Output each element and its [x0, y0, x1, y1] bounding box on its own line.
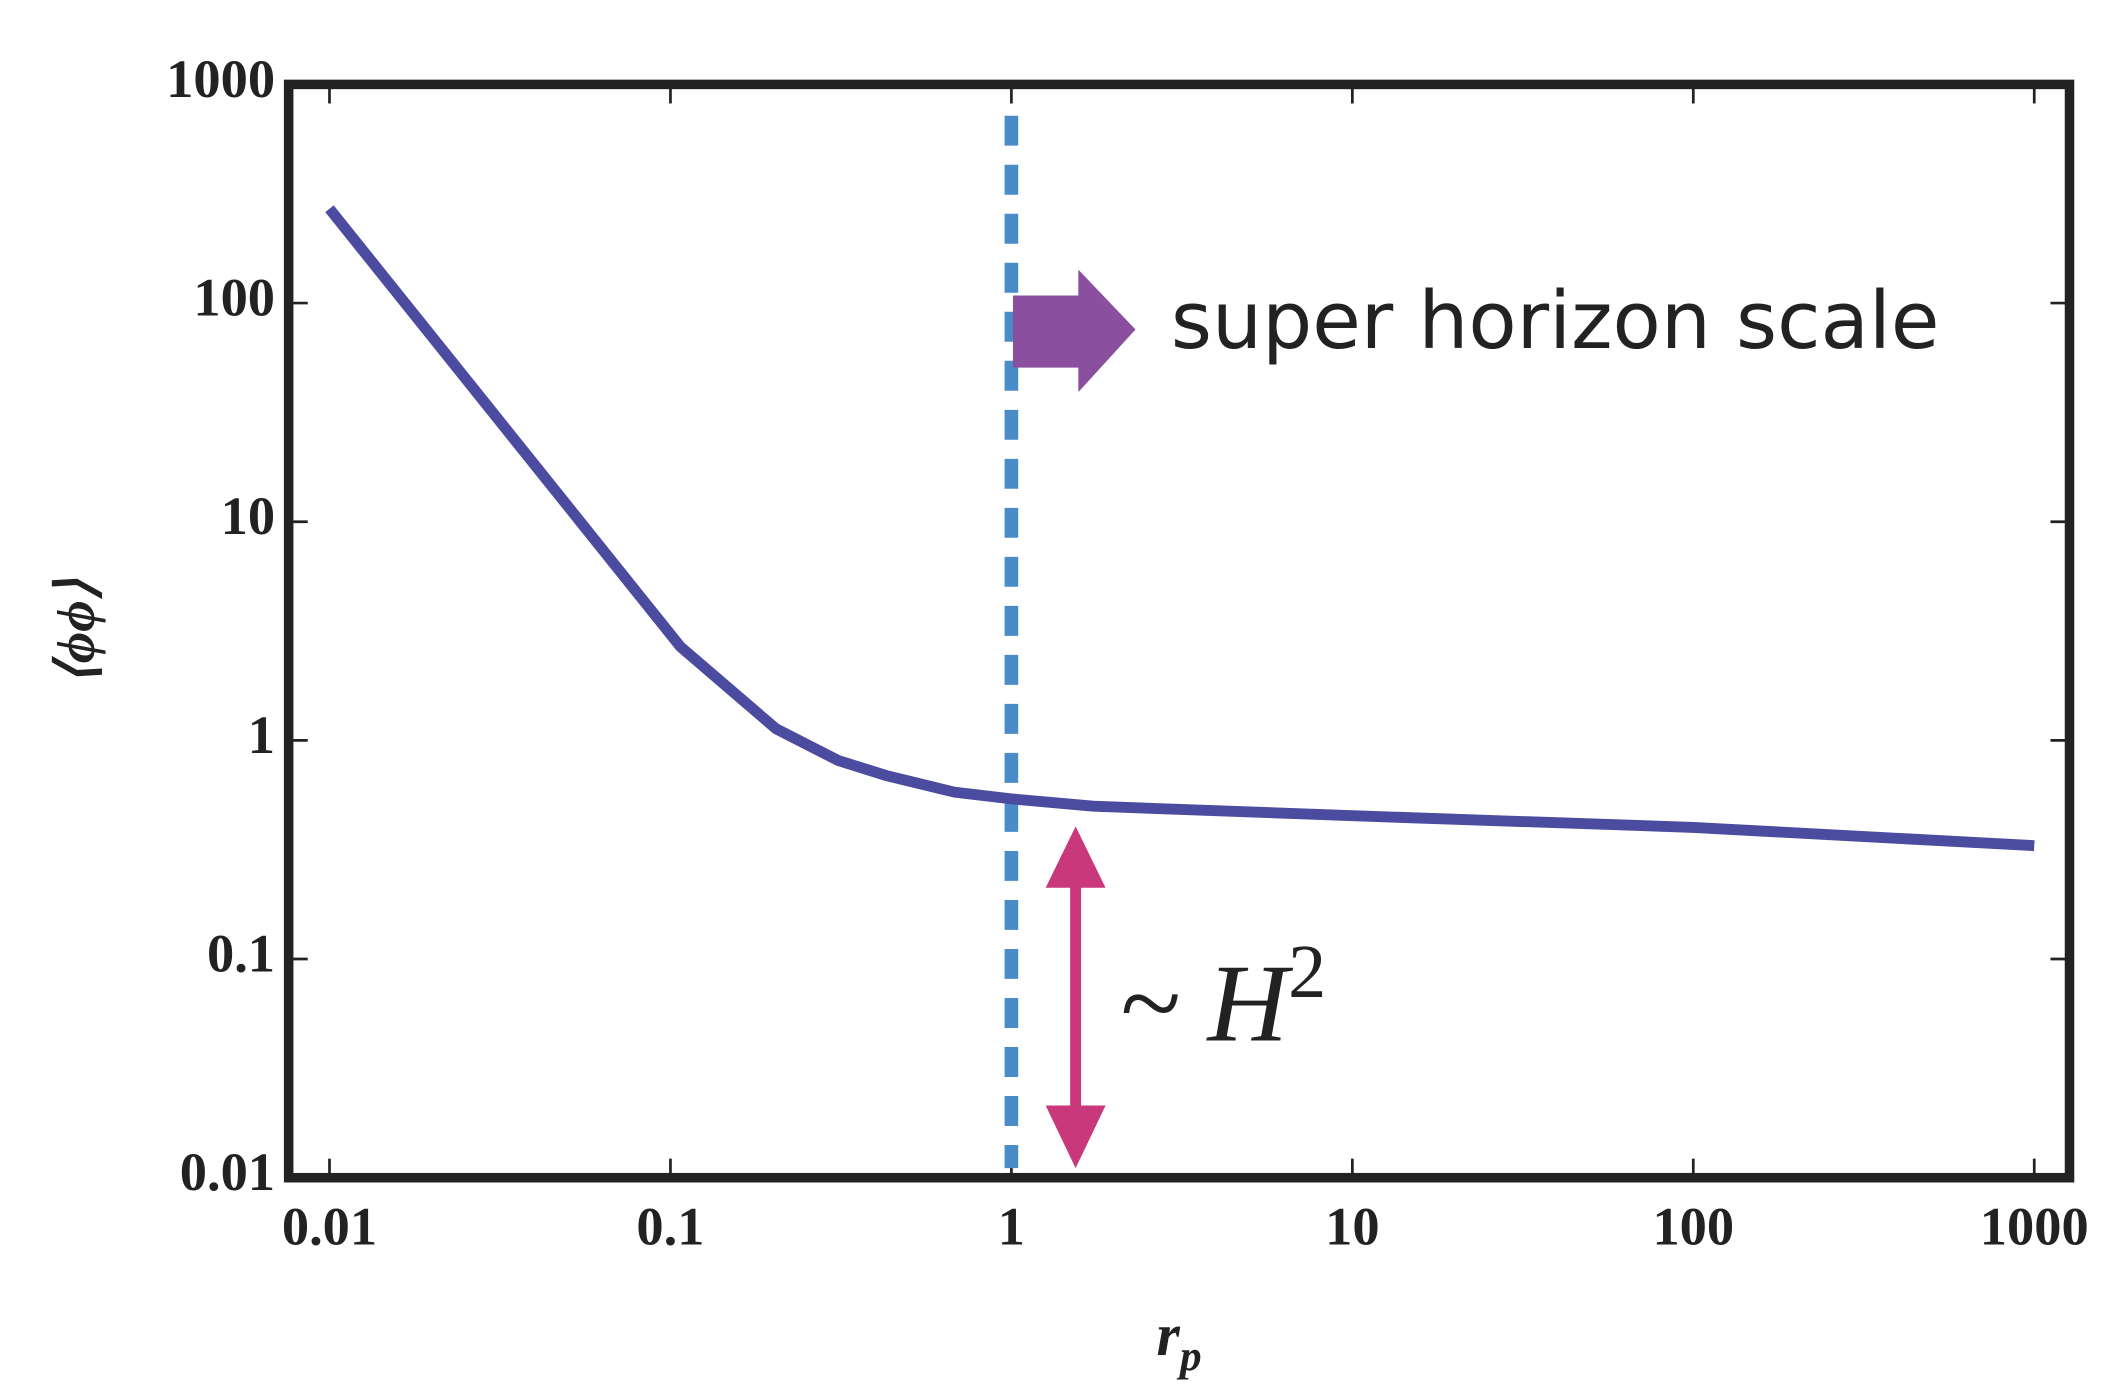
x-tick-label: 1000 [1980, 1196, 2089, 1257]
x-label-sub: p [1176, 1332, 1202, 1380]
annotation-sup: 2 [1288, 929, 1326, 1013]
annotation-text: super horizon scale [1171, 275, 1939, 367]
x-tick-label: 100 [1652, 1196, 1734, 1257]
annotation-text: ~ H2 [1119, 929, 1326, 1065]
y-axis-label: ⟨ϕϕ⟩ [45, 578, 106, 684]
x-tick-label: 1 [998, 1196, 1025, 1257]
y-tick-label: 1000 [166, 48, 275, 109]
y-tick-label: 1 [248, 704, 275, 765]
arrow-head-up [1045, 826, 1106, 888]
arrow-head-down [1045, 1105, 1106, 1169]
x-axis-label: rp [1157, 1302, 1202, 1380]
plot-frame [283, 79, 2075, 1183]
x-tick-label: 0.01 [282, 1196, 377, 1257]
y-tick-label: 0.01 [180, 1141, 275, 1202]
x-label-base: r [1157, 1302, 1181, 1368]
annotation-main: ~ H [1119, 942, 1293, 1065]
x-tick-label: 0.1 [636, 1196, 704, 1257]
y-tick-label: 10 [221, 485, 275, 546]
data-line [325, 205, 2035, 852]
y-tick-label: 0.1 [207, 923, 275, 984]
y-tick-label: 100 [193, 267, 275, 328]
x-tick-label: 10 [1325, 1196, 1379, 1257]
arrow-right [1012, 269, 1136, 393]
